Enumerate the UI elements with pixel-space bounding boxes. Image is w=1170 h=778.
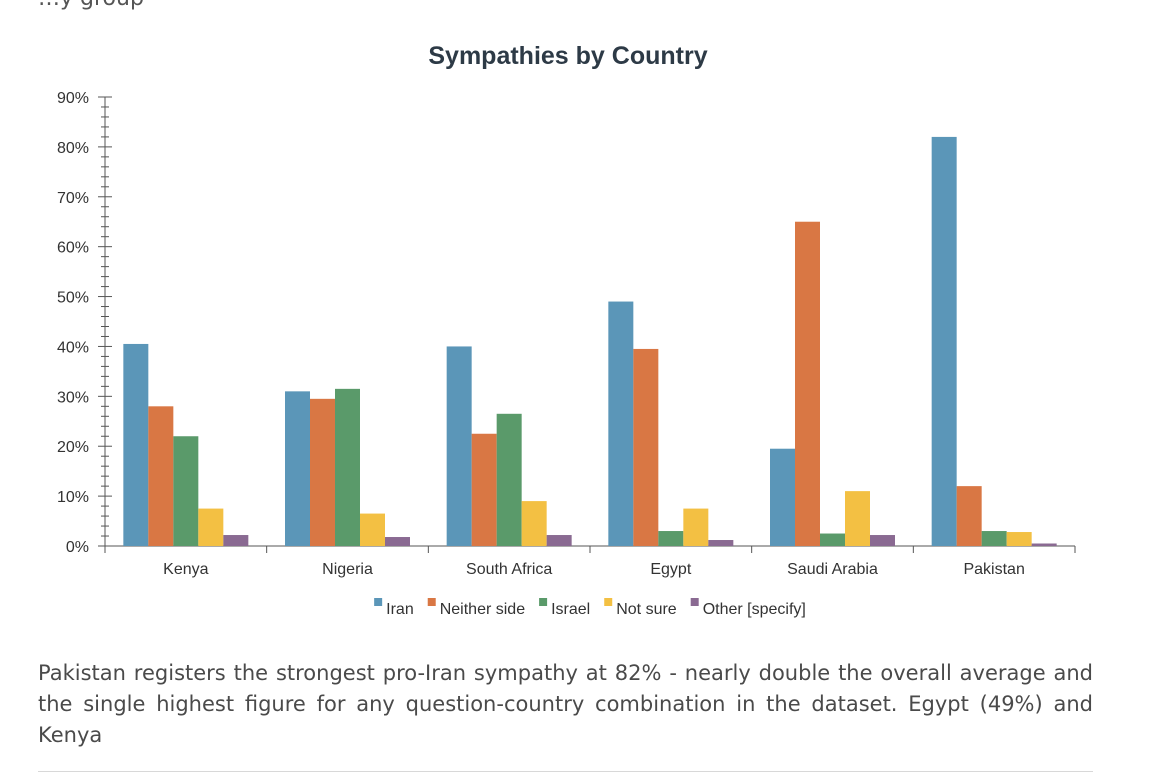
bar xyxy=(360,513,385,546)
bar xyxy=(285,391,310,546)
bar xyxy=(546,535,572,546)
legend-swatch xyxy=(374,598,383,606)
x-tick-label: Egypt xyxy=(650,561,691,578)
bars xyxy=(123,136,1057,546)
x-tick-label: Kenya xyxy=(163,561,208,578)
bar xyxy=(708,540,734,546)
bar xyxy=(148,406,174,546)
legend: Iran Neither side Israel Not sure Other [spe… xyxy=(374,598,806,618)
bar xyxy=(870,535,895,546)
legend-swatch xyxy=(427,598,436,606)
x-tick-label: Nigeria xyxy=(322,561,373,578)
bar xyxy=(1006,532,1032,546)
bar xyxy=(956,486,982,546)
bar xyxy=(471,433,497,546)
bar xyxy=(223,535,249,546)
bar xyxy=(496,413,522,546)
legend-swatch xyxy=(690,598,699,606)
y-tick-label: 90% xyxy=(57,90,89,107)
y-tick-label: 10% xyxy=(57,489,89,506)
y-tick-label: 70% xyxy=(57,190,89,207)
divider xyxy=(38,771,1093,772)
sympathies-bar-chart: Sympathies by Country 0% 10% 20% 30% 40% 50% 6… xyxy=(57,42,1076,618)
y-axis: 0% 10% 20% 30% 40% 50% 60% 70% 80% 90% xyxy=(57,90,112,556)
legend-label: Other [specify] xyxy=(703,601,806,618)
legend-label: Neither side xyxy=(440,601,525,618)
y-tick-label: 60% xyxy=(57,240,89,257)
bar xyxy=(1031,543,1057,546)
y-tick-label: 30% xyxy=(57,389,89,406)
bar xyxy=(335,388,360,546)
bar xyxy=(173,436,199,546)
bar xyxy=(683,508,709,546)
bar xyxy=(198,508,224,546)
bar xyxy=(446,346,472,546)
bar xyxy=(123,343,149,546)
bar xyxy=(770,448,795,546)
legend-label: Israel xyxy=(551,601,590,618)
bar xyxy=(310,398,335,546)
x-tick-label: Pakistan xyxy=(963,561,1024,578)
y-tick-label: 40% xyxy=(57,339,89,356)
legend-label: Not sure xyxy=(616,601,677,618)
analysis-paragraph: Pakistan registers the strongest pro-Ira… xyxy=(38,661,1093,747)
bar xyxy=(521,501,547,546)
y-tick-label: 80% xyxy=(57,140,89,157)
bar xyxy=(795,221,820,546)
y-tick-label: 0% xyxy=(66,539,89,556)
bar xyxy=(633,348,659,546)
bar xyxy=(608,301,634,546)
y-tick-label: 50% xyxy=(57,290,89,307)
y-tick-label: 20% xyxy=(57,439,89,456)
legend-swatch xyxy=(604,598,613,606)
x-tick-label: Saudi Arabia xyxy=(787,561,878,578)
chart-title: Sympathies by Country xyxy=(428,42,707,70)
x-tick-label: South Africa xyxy=(466,561,552,578)
legend-label: Iran xyxy=(386,601,414,618)
bar xyxy=(658,531,684,546)
bar xyxy=(385,537,410,546)
x-axis: Kenya Nigeria South Africa Egypt Saudi Arabi… xyxy=(104,545,1076,578)
legend-swatch xyxy=(539,598,548,606)
bar xyxy=(820,533,845,546)
previous-text-fragment: …y group xyxy=(38,0,144,11)
bar xyxy=(845,491,870,546)
bar xyxy=(981,531,1007,546)
bar xyxy=(931,136,957,546)
